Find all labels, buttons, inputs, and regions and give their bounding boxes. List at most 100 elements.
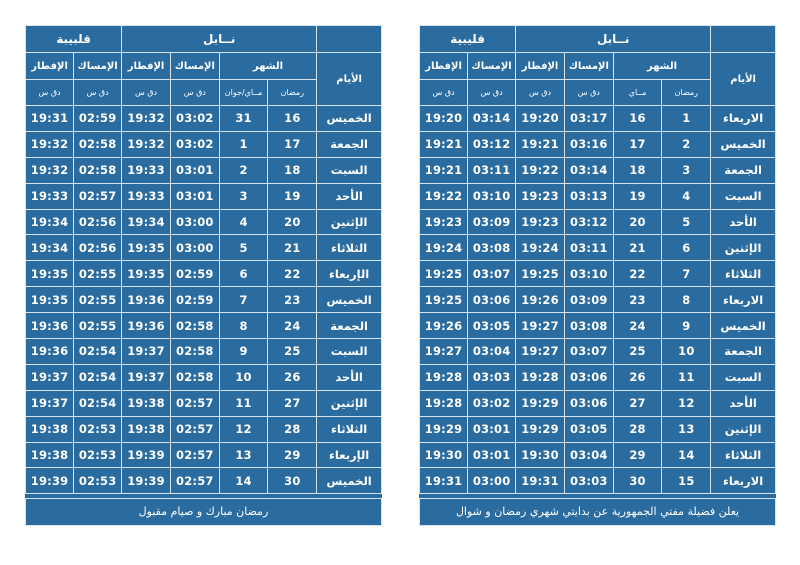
kelibia-imsak-cell: 03:04 — [467, 338, 517, 365]
ramadan-day-cell: 9 — [661, 312, 712, 340]
ramadan-day-cell: 12 — [661, 389, 712, 417]
nabeul-iftar-cell: 19:27 — [515, 312, 565, 340]
kelibia-iftar-cell: 19:22 — [418, 182, 469, 210]
footer-note: رمضان مبارك و صيام مقبول — [25, 498, 382, 526]
nabeul-iftar-cell: 19:26 — [515, 286, 565, 314]
nabeul-imsak-cell: 02:57 — [169, 415, 220, 443]
days-header: الأيام — [316, 52, 382, 106]
table-row: السبت 11 26 03:06 19:28 03:03 19:28 — [418, 363, 776, 391]
city-nabeul-header: نــابل — [121, 25, 318, 53]
time-unit-label: دق س — [418, 79, 469, 106]
kelibia-imsak-cell: 02:58 — [73, 130, 123, 158]
timetable-panel-left: نــابل قلبيبة الأيام الشهر الإمساك الإفط… — [24, 25, 382, 526]
table-row: الخميس 2 17 03:16 19:21 03:12 19:21 — [418, 130, 776, 158]
ramadan-day-cell: 25 — [267, 338, 318, 365]
table-row: الإربعاء 29 13 02:57 19:39 02:53 19:38 — [24, 441, 382, 469]
nabeul-imsak-cell: 03:10 — [563, 260, 614, 288]
nabeul-imsak-cell: 02:57 — [169, 467, 220, 495]
nabeul-imsak-cell: 03:01 — [169, 156, 220, 184]
kelibia-iftar-cell: 19:28 — [418, 363, 469, 391]
kelibia-iftar-cell: 19:32 — [24, 130, 75, 158]
gregorian-day-cell: 21 — [612, 234, 663, 262]
nabeul-imsak-cell: 02:58 — [169, 338, 220, 365]
nabeul-iftar-cell: 19:30 — [515, 441, 565, 469]
day-cell: الجمعة — [710, 156, 776, 184]
kelibia-iftar-cell: 19:29 — [418, 415, 469, 443]
gregorian-day-cell: 3 — [218, 182, 269, 210]
kelibia-iftar-cell: 19:32 — [24, 156, 75, 184]
nabeul-iftar-cell: 19:35 — [121, 260, 171, 288]
table-row: الثلاثاء 7 22 03:10 19:25 03:07 19:25 — [418, 260, 776, 288]
ramadan-day-cell: 13 — [661, 415, 712, 443]
nabeul-imsak-cell: 03:16 — [563, 130, 614, 158]
kelibia-imsak-cell: 03:00 — [467, 467, 517, 495]
day-cell: السبت — [710, 363, 776, 391]
nabeul-iftar-cell: 19:37 — [121, 338, 171, 365]
day-cell: السبت — [316, 156, 382, 184]
nabeul-iftar-cell: 19:29 — [515, 389, 565, 417]
table-row: الاربعاء 8 23 03:09 19:26 03:06 19:25 — [418, 286, 776, 314]
ramadan-day-cell: 14 — [661, 441, 712, 469]
gregorian-day-cell: 2 — [218, 156, 269, 184]
nabeul-iftar-cell: 19:25 — [515, 260, 565, 288]
ramadan-day-cell: 8 — [661, 286, 712, 314]
kelibia-imsak-cell: 02:53 — [73, 415, 123, 443]
nabeul-imsak-cell: 03:03 — [563, 467, 614, 495]
table-row: الإثنين 6 21 03:11 19:24 03:08 19:24 — [418, 234, 776, 262]
table-row: السبت 18 2 03:01 19:33 02:58 19:32 — [24, 156, 382, 184]
table-row: الأحد 26 10 02:58 19:37 02:54 19:37 — [24, 363, 382, 391]
nabeul-imsak-cell: 03:17 — [563, 105, 614, 132]
gregorian-day-cell: 22 — [612, 260, 663, 288]
timetable-table: نــابل قلبيبة الأيام الشهر الإمساك الإفط… — [24, 25, 382, 495]
day-cell: الاربعاء — [710, 467, 776, 495]
nabeul-imsak-cell: 02:58 — [169, 363, 220, 391]
gregorian-subheader: مــاي — [612, 79, 663, 106]
ramadan-day-cell: 17 — [267, 130, 318, 158]
table-row: السبت 25 9 02:58 19:37 02:54 19:36 — [24, 338, 382, 365]
nabeul-iftar-cell: 19:39 — [121, 467, 171, 495]
nabeul-imsak-cell: 03:04 — [563, 441, 614, 469]
day-cell: الثلاثاء — [710, 260, 776, 288]
kelibia-iftar-cell: 19:38 — [24, 415, 75, 443]
gregorian-day-cell: 7 — [218, 286, 269, 314]
nabeul-iftar-cell: 19:35 — [121, 234, 171, 262]
nabeul-imsak-cell: 02:57 — [169, 441, 220, 469]
kelibia-imsak-cell: 03:02 — [467, 389, 517, 417]
ramadan-day-cell: 19 — [267, 182, 318, 210]
nabeul-iftar-cell: 19:37 — [121, 363, 171, 391]
gregorian-day-cell: 5 — [218, 234, 269, 262]
table-row: الجمعة 10 25 03:07 19:27 03:04 19:27 — [418, 338, 776, 365]
day-cell: الإربعاء — [316, 260, 382, 288]
kelibia-imsak-cell: 03:14 — [467, 105, 517, 132]
ramadan-day-cell: 3 — [661, 156, 712, 184]
days-header: الأيام — [710, 52, 776, 106]
kelibia-iftar-cell: 19:23 — [418, 208, 469, 236]
nabeul-imsak-cell: 03:01 — [169, 182, 220, 210]
table-row: السبت 4 19 03:13 19:23 03:10 19:22 — [418, 182, 776, 210]
table-row: الثلاثاء 14 29 03:04 19:30 03:01 19:30 — [418, 441, 776, 469]
timetable-body: الاربعاء 1 16 03:17 19:20 03:14 19:20 الخميس 2 17… — [418, 105, 776, 495]
kelibia-imsak-cell: 03:11 — [467, 156, 517, 184]
nabeul-iftar-cell: 19:39 — [121, 441, 171, 469]
nabeul-imsak-cell: 02:59 — [169, 260, 220, 288]
nabeul-imsak-cell: 03:02 — [169, 105, 220, 132]
day-cell: الإثنين — [316, 208, 382, 236]
city-kelibia-header: قلبيبة — [24, 25, 123, 53]
day-cell: الإربعاء — [316, 441, 382, 469]
gregorian-day-cell: 19 — [612, 182, 663, 210]
day-cell: الجمعة — [316, 312, 382, 340]
kelibia-imsak-cell: 02:56 — [73, 208, 123, 236]
day-cell: الخميس — [710, 312, 776, 340]
kelibia-iftar-cell: 19:25 — [418, 286, 469, 314]
nabeul-imsak-cell: 03:00 — [169, 234, 220, 262]
nabeul-imsak-cell: 02:59 — [169, 286, 220, 314]
table-row: الجمعة 24 8 02:58 19:36 02:55 19:36 — [24, 312, 382, 340]
day-cell: الأحد — [316, 182, 382, 210]
ramadan-day-cell: 7 — [661, 260, 712, 288]
day-cell: الثلاثاء — [316, 234, 382, 262]
ramadan-day-cell: 24 — [267, 312, 318, 340]
gregorian-day-cell: 16 — [612, 105, 663, 132]
nabeul-imsak-cell: 03:14 — [563, 156, 614, 184]
kelibia-iftar-cell: 19:38 — [24, 441, 75, 469]
day-cell: الجمعة — [316, 130, 382, 158]
